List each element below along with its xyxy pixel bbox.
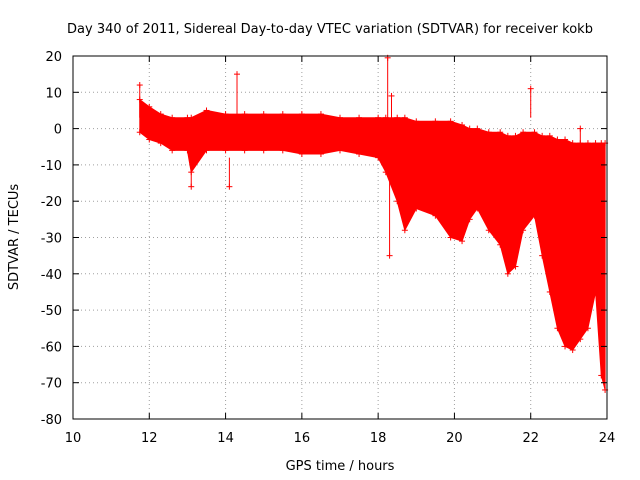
data-point bbox=[447, 118, 454, 241]
spike-point bbox=[386, 157, 393, 259]
data-point bbox=[554, 136, 561, 332]
data-point bbox=[394, 114, 401, 205]
data-point bbox=[474, 125, 481, 212]
data-point bbox=[512, 132, 519, 270]
y-tick-label: -20 bbox=[41, 195, 62, 210]
x-tick-label: 16 bbox=[294, 431, 311, 446]
y-tick-label: 0 bbox=[54, 123, 62, 138]
x-tick-label: 20 bbox=[446, 431, 463, 446]
spike-point bbox=[384, 54, 391, 118]
x-tick-label: 10 bbox=[65, 431, 82, 446]
data-point bbox=[485, 129, 492, 234]
spike-point bbox=[226, 157, 233, 190]
x-axis-label: GPS time / hours bbox=[286, 459, 395, 474]
spike-point bbox=[234, 71, 241, 118]
data-point bbox=[497, 129, 504, 248]
data-point bbox=[432, 118, 439, 219]
data-point bbox=[356, 114, 363, 158]
data-point bbox=[584, 140, 591, 332]
data-point bbox=[146, 103, 153, 143]
data-point bbox=[546, 132, 553, 295]
x-tick-label: 14 bbox=[217, 431, 234, 446]
y-tick-label: -40 bbox=[41, 268, 62, 283]
y-tick-label: -30 bbox=[41, 232, 62, 247]
data-point bbox=[459, 121, 466, 245]
data-point bbox=[317, 111, 324, 158]
spike-point bbox=[388, 92, 395, 118]
spike-point bbox=[188, 157, 195, 190]
y-tick-label: -70 bbox=[41, 377, 62, 392]
y-tick-label: 20 bbox=[45, 50, 62, 65]
y-tick-label: -80 bbox=[41, 413, 62, 428]
y-axis: 20 10 0 -10 -20 -30 -40 -50 -60 -70 -80 bbox=[41, 50, 607, 428]
data-point bbox=[520, 129, 527, 234]
data-point bbox=[337, 114, 343, 154]
spike-point bbox=[136, 82, 143, 118]
data-point bbox=[279, 111, 286, 154]
data-point bbox=[375, 114, 382, 161]
data-point bbox=[157, 111, 164, 147]
x-axis: 10 12 14 16 18 20 22 24 bbox=[65, 56, 616, 446]
x-tick-label: 18 bbox=[370, 431, 387, 446]
data-point bbox=[592, 140, 599, 295]
y-tick-label: -10 bbox=[41, 159, 62, 174]
data-point bbox=[539, 132, 546, 259]
data-point bbox=[401, 114, 408, 234]
data-point bbox=[203, 107, 210, 154]
y-axis-label: SDTVAR / TECUs bbox=[7, 184, 22, 291]
data-point bbox=[531, 129, 538, 219]
data-point bbox=[466, 125, 473, 223]
x-tick-label: 22 bbox=[522, 431, 539, 446]
y-tick-label: 10 bbox=[45, 86, 62, 101]
data-series bbox=[136, 54, 609, 393]
x-tick-label: 12 bbox=[141, 431, 158, 446]
data-point bbox=[169, 114, 176, 154]
x-tick-label: 24 bbox=[599, 431, 616, 446]
data-point bbox=[298, 111, 305, 158]
y-tick-label: -60 bbox=[41, 340, 62, 355]
data-point bbox=[598, 140, 605, 379]
data-point bbox=[260, 111, 267, 154]
data-point bbox=[382, 114, 389, 176]
y-tick-label: -50 bbox=[41, 304, 62, 319]
data-point bbox=[222, 111, 229, 154]
data-point bbox=[241, 111, 248, 154]
spike-point bbox=[577, 125, 584, 158]
chart-title: Day 340 of 2011, Sidereal Day-to-day VTE… bbox=[67, 22, 593, 37]
data-point bbox=[413, 118, 420, 212]
spike-point bbox=[527, 85, 534, 118]
data-point bbox=[504, 132, 511, 277]
data-point bbox=[562, 136, 569, 350]
data-point bbox=[569, 140, 576, 354]
